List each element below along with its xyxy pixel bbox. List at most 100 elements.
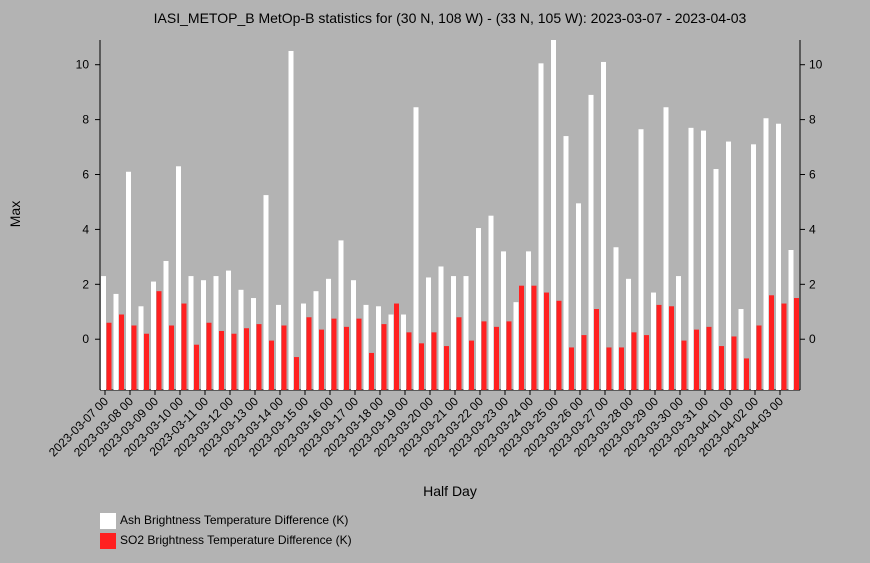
bar [269,340,274,390]
bar [456,317,462,390]
bar [581,335,587,390]
bar [776,123,781,390]
bar [463,276,469,390]
bar [644,335,649,390]
chart-title: IASI_METOP_B MetOp-B statistics for (30 … [154,10,747,26]
bar [169,325,174,390]
bar [151,281,156,390]
bar [451,276,456,390]
bar [413,107,419,390]
x-axis-label: Half Day [423,483,477,499]
y2-tick-label: 2 [809,277,816,291]
y-tick-label: 0 [82,332,89,346]
bar [501,251,506,390]
y2-tick-label: 6 [809,168,816,182]
bar [276,304,281,390]
bar [376,306,381,390]
bar [331,318,337,390]
bar [638,129,644,390]
bar [781,303,787,390]
y-tick-label: 4 [82,222,89,236]
y-tick-label: 2 [82,277,89,291]
bar [106,322,112,390]
bar [101,276,106,390]
bar [244,328,249,390]
bar [206,322,212,390]
bar [563,136,569,390]
bar [626,278,631,390]
bar [406,332,412,390]
bar [469,340,474,390]
bar [138,306,144,390]
bar [613,247,619,390]
bar [538,63,544,390]
bar [163,260,169,390]
bar [706,326,712,390]
bar [701,130,706,390]
bar [594,309,599,390]
bar [388,314,394,390]
bar [119,314,124,390]
bar [651,292,656,390]
bar [294,357,299,390]
y2-tick-label: 10 [809,58,823,72]
bar [751,144,756,390]
bar [306,317,312,390]
bar [356,318,362,390]
bar [338,240,344,390]
bar [181,303,187,390]
bar [513,302,519,390]
bar [601,61,606,390]
bar [363,304,369,390]
y2-tick-label: 4 [809,222,816,236]
bar [544,292,549,390]
bar [476,228,481,390]
legend-label: Ash Brightness Temperature Difference (K… [120,513,348,527]
bar [419,343,424,390]
bar [369,352,374,390]
bar [556,300,562,390]
bar [213,276,219,390]
bar [319,329,324,390]
bar [238,289,244,390]
bar [176,166,181,390]
bar [188,276,194,390]
bar [219,330,224,390]
bar [531,285,537,390]
bar [156,291,162,390]
bar [126,171,131,390]
bar [494,326,499,390]
bar [681,340,687,390]
bar [444,346,449,390]
bar [263,195,269,390]
bar [551,40,556,390]
bar [194,344,199,390]
bar [438,266,444,390]
bar [631,332,637,390]
bar [506,321,512,390]
bar [738,309,744,390]
bar [769,295,774,390]
bar [669,306,674,390]
bar [344,326,349,390]
bar [519,285,524,390]
bar [788,250,794,390]
bar [401,314,406,390]
bar [688,127,694,390]
bar [488,215,494,390]
bar [663,107,669,390]
bar [256,324,262,390]
y2-tick-label: 8 [809,113,816,127]
bar [719,346,724,390]
bar [313,291,319,390]
bar [756,325,762,390]
bar [606,347,612,390]
bar [431,332,437,390]
legend-swatch [100,533,116,549]
bar [481,321,487,390]
bar [251,298,256,390]
bar [201,280,206,390]
bar [144,333,149,390]
bar [794,298,799,390]
